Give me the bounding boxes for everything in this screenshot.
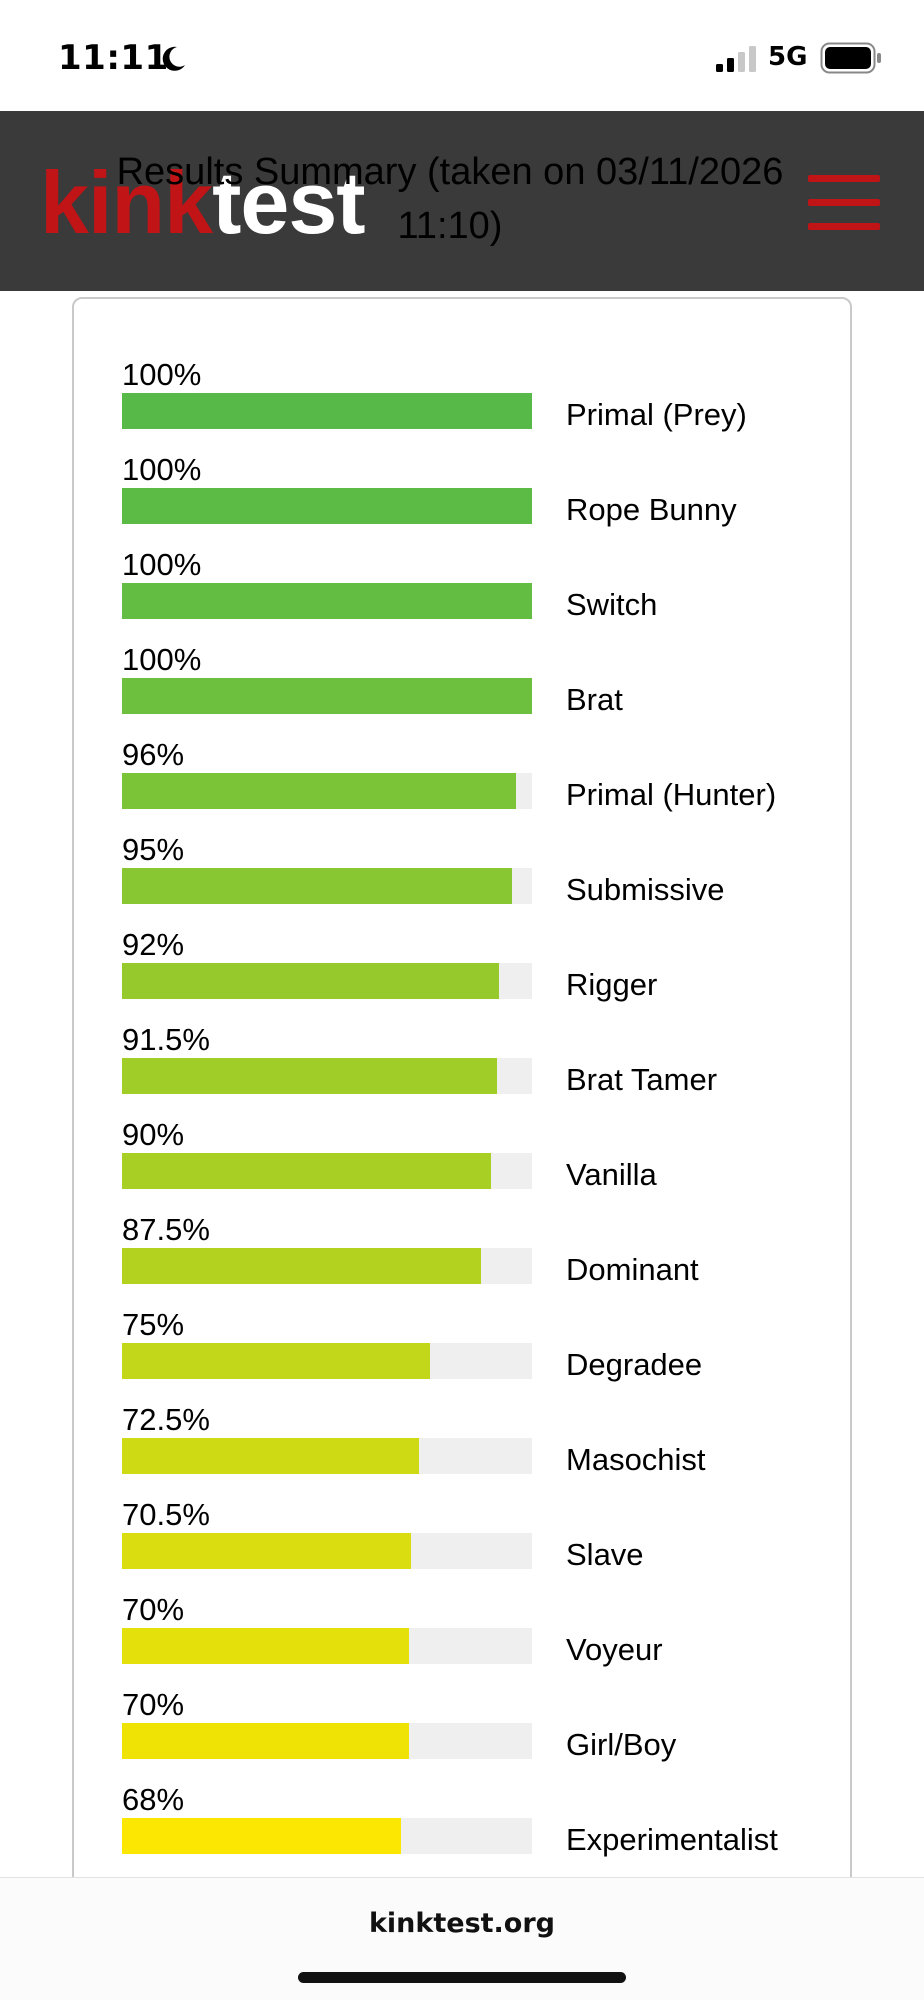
result-row: 91.5% Brat Tamer xyxy=(122,1022,822,1117)
result-percent: 90% xyxy=(122,1117,185,1152)
result-bar-fill xyxy=(122,773,516,809)
result-bar-track xyxy=(122,393,532,429)
result-percent: 100% xyxy=(122,452,202,487)
battery-icon xyxy=(820,42,881,74)
site-header: kinktest Results Summary (taken on 03/11… xyxy=(0,111,924,291)
browser-bottom-bar: kinktest.org xyxy=(0,1877,924,2000)
result-bar-track xyxy=(122,1818,532,1854)
result-percent: 87.5% xyxy=(122,1212,210,1247)
result-bar-fill xyxy=(122,1248,481,1284)
result-row: 72.5% Masochist xyxy=(122,1402,822,1497)
result-label[interactable]: Rope Bunny xyxy=(566,492,737,527)
url-label[interactable]: kinktest.org xyxy=(368,1908,556,1939)
result-row: 75% Degradee xyxy=(122,1307,822,1402)
result-percent: 96% xyxy=(122,737,185,772)
result-label[interactable]: Submissive xyxy=(566,872,725,907)
kinktest-logo[interactable]: kinktest xyxy=(40,159,366,247)
results-card: 100% Primal (Prey) 100% Rope Bunny 100% Switc… xyxy=(72,297,852,2000)
result-bar-track xyxy=(122,1533,532,1569)
result-label[interactable]: Vanilla xyxy=(566,1157,657,1192)
result-bar-track xyxy=(122,488,532,524)
menu-bar xyxy=(808,175,880,182)
result-bar-track xyxy=(122,1628,532,1664)
result-bar-track xyxy=(122,1248,532,1284)
status-bar: 11:11 5G xyxy=(0,0,924,111)
result-bar-fill xyxy=(122,1438,420,1474)
result-bar-track xyxy=(122,583,532,619)
result-bar-fill xyxy=(122,1058,498,1094)
result-bar-track xyxy=(122,1058,532,1094)
result-row: 87.5% Dominant xyxy=(122,1212,822,1307)
result-label[interactable]: Degradee xyxy=(566,1347,703,1382)
result-percent: 70% xyxy=(122,1592,185,1627)
result-bar-fill xyxy=(122,1628,409,1664)
result-bar-fill xyxy=(122,868,512,904)
result-row: 70% Voyeur xyxy=(122,1592,822,1687)
result-bar-fill xyxy=(122,1153,491,1189)
signal-icon xyxy=(716,46,756,72)
result-percent: 95% xyxy=(122,832,185,867)
result-bar-track xyxy=(122,963,532,999)
result-percent: 68% xyxy=(122,1782,185,1817)
result-bar-track xyxy=(122,1153,532,1189)
result-percent: 100% xyxy=(122,642,202,677)
result-label[interactable]: Dominant xyxy=(566,1252,699,1287)
result-percent: 72.5% xyxy=(122,1402,210,1437)
result-bar-fill xyxy=(122,678,532,714)
result-bar-track xyxy=(122,678,532,714)
result-bar-track xyxy=(122,868,532,904)
hamburger-menu-icon[interactable] xyxy=(808,175,884,231)
result-percent: 70.5% xyxy=(122,1497,210,1532)
result-bar-track xyxy=(122,1438,532,1474)
status-time: 11:11 xyxy=(58,38,169,78)
result-row: 92% Rigger xyxy=(122,927,822,1022)
result-percent: 70% xyxy=(122,1687,185,1722)
result-bar-fill xyxy=(122,1343,430,1379)
result-label[interactable]: Slave xyxy=(566,1537,644,1572)
result-row: 100% Switch xyxy=(122,547,822,642)
result-label[interactable]: Experimentalist xyxy=(566,1822,778,1857)
result-percent: 91.5% xyxy=(122,1022,210,1057)
result-bar-fill xyxy=(122,1723,409,1759)
result-label[interactable]: Rigger xyxy=(566,967,658,1002)
result-bar-track xyxy=(122,1723,532,1759)
result-row: 100% Brat xyxy=(122,642,822,737)
result-row: 96% Primal (Hunter) xyxy=(122,737,822,832)
result-label[interactable]: Primal (Prey) xyxy=(566,397,747,432)
result-bar-fill xyxy=(122,393,532,429)
result-label[interactable]: Brat xyxy=(566,682,623,717)
result-bar-fill xyxy=(122,1818,401,1854)
results-summary-title: Results Summary (taken on 03/11/2026 11:… xyxy=(116,151,784,247)
result-row: 95% Submissive xyxy=(122,832,822,927)
result-row: 100% Rope Bunny xyxy=(122,452,822,547)
result-label[interactable]: Brat Tamer xyxy=(566,1062,718,1097)
network-label: 5G xyxy=(768,42,808,72)
result-label[interactable]: Voyeur xyxy=(566,1632,663,1667)
menu-bar xyxy=(808,199,880,206)
result-bar-fill xyxy=(122,488,532,524)
result-bar-track xyxy=(122,1343,532,1379)
result-row: 70.5% Slave xyxy=(122,1497,822,1592)
result-label[interactable]: Masochist xyxy=(566,1442,706,1477)
result-label[interactable]: Primal (Hunter) xyxy=(566,777,777,812)
result-row: 90% Vanilla xyxy=(122,1117,822,1212)
result-row: 68% Experimentalist xyxy=(122,1782,822,1877)
result-bar-track xyxy=(122,773,532,809)
result-label[interactable]: Girl/Boy xyxy=(566,1727,677,1762)
moon-icon xyxy=(162,46,185,71)
logo-kink: kink xyxy=(40,153,213,252)
logo-test: test xyxy=(212,153,365,252)
result-bar-fill xyxy=(122,1533,412,1569)
result-bar-fill xyxy=(122,583,532,619)
result-row: 70% Girl/Boy xyxy=(122,1687,822,1782)
result-label[interactable]: Switch xyxy=(566,587,658,622)
home-indicator[interactable] xyxy=(298,1972,626,1983)
result-percent: 75% xyxy=(122,1307,185,1342)
result-row: 100% Primal (Prey) xyxy=(122,357,822,452)
result-percent: 100% xyxy=(122,547,202,582)
result-percent: 92% xyxy=(122,927,185,962)
result-percent: 100% xyxy=(122,357,202,392)
menu-bar xyxy=(808,223,880,230)
result-bar-fill xyxy=(122,963,500,999)
